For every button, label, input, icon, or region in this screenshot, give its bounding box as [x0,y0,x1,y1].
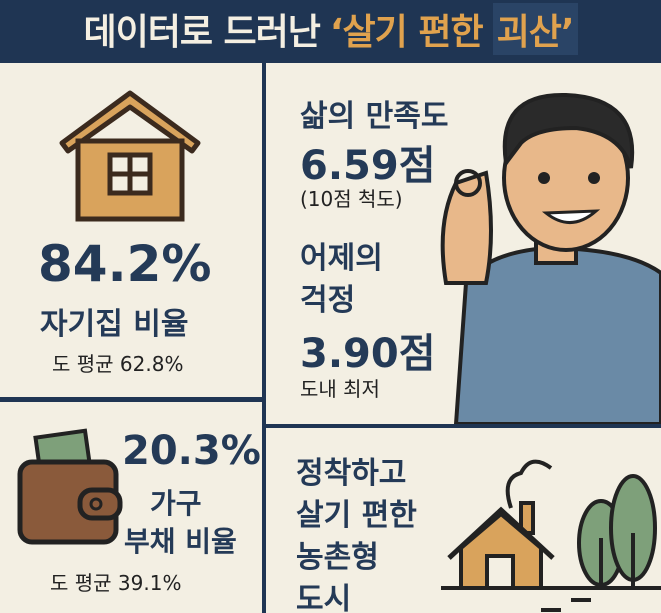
rural-line-4: 도시 [296,582,352,613]
life-scale: (10점 척도) [300,187,403,211]
life-title: 삶의 만족도 [300,99,449,134]
rural-line-1: 정착하고 [296,456,407,491]
worry-title1: 어제의 [300,241,383,276]
home-ownership-panel: 84.2% 자기집 비율 도 평균 62.8% [0,63,262,397]
person-ok-gesture [440,92,661,424]
home-label: 자기집 비율 [40,307,189,342]
home-avg: 도 평균 62.8% [52,352,184,376]
home-value: 84.2% [38,235,212,293]
header-title: 데이터로 드러난 ‘살기 편한 괴산’ [0,0,661,58]
debt-label2: 부채 비율 [124,525,237,558]
title-white: 데이터로 드러난 [83,12,321,53]
rural-house-trees-icon [441,459,661,612]
rural-line-2: 살기 편한 [296,498,417,533]
house-icon [59,90,201,222]
debt-label1: 가구 [150,487,202,520]
debt-panel: 20.3% 가구 부채 비율 도 평균 39.1% [0,402,262,613]
rural-line-3: 농촌형 [296,540,379,575]
debt-value: 20.3% [122,428,261,474]
worry-value: 3.90점 [300,331,436,377]
life-value: 6.59점 [300,143,436,189]
wallet-icon [17,428,123,545]
rural-panel: 정착하고 살기 편한 농촌형 도시 [266,428,661,613]
title-box: 괴산’ [492,3,578,55]
title-accent: ‘살기 편한 [329,12,484,53]
debt-avg: 도 평균 39.1% [50,571,182,595]
worry-note: 도내 최저 [300,377,380,401]
satisfaction-panel: 삶의 만족도 6.59점 (10점 척도) 어제의 걱정 3.90점 도내 최저 [266,63,661,424]
worry-title2: 걱정 [300,283,356,318]
